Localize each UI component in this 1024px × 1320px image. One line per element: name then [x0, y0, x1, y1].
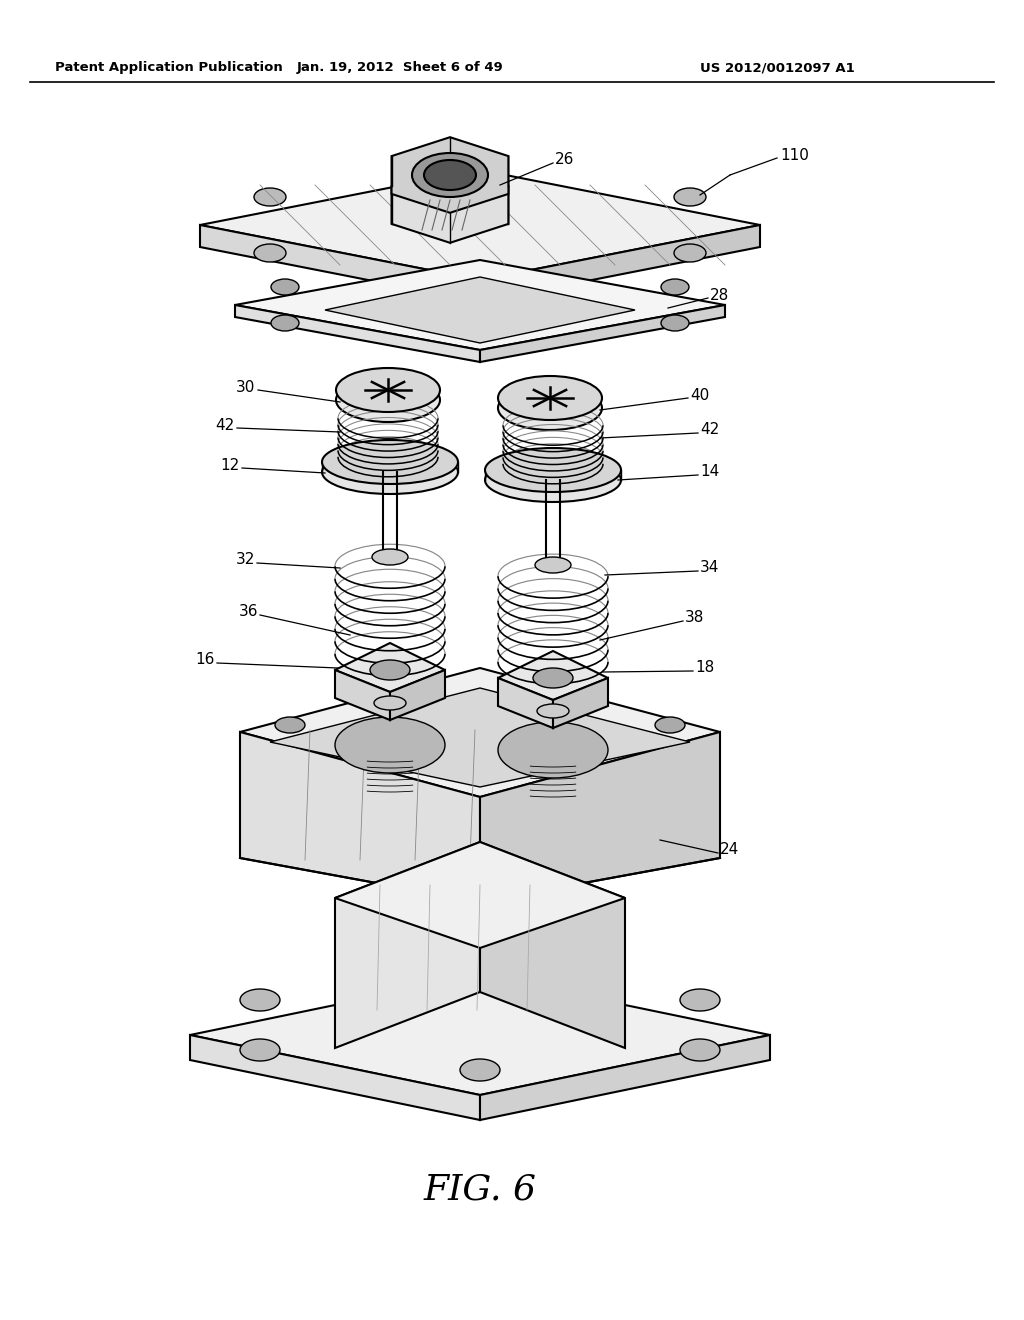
Text: 26: 26: [555, 153, 574, 168]
Text: 12: 12: [221, 458, 240, 473]
Ellipse shape: [374, 696, 406, 710]
Polygon shape: [200, 224, 480, 302]
Ellipse shape: [254, 244, 286, 261]
Ellipse shape: [372, 549, 408, 565]
Polygon shape: [553, 678, 608, 729]
Text: 34: 34: [700, 561, 720, 576]
Polygon shape: [190, 975, 770, 1096]
Ellipse shape: [498, 376, 602, 420]
Ellipse shape: [662, 315, 689, 331]
Polygon shape: [335, 842, 625, 948]
Text: Patent Application Publication: Patent Application Publication: [55, 62, 283, 74]
Ellipse shape: [254, 187, 286, 206]
Ellipse shape: [498, 722, 608, 777]
Polygon shape: [498, 678, 553, 729]
Polygon shape: [480, 733, 720, 902]
Ellipse shape: [275, 717, 305, 733]
Ellipse shape: [535, 557, 571, 573]
Polygon shape: [240, 733, 480, 902]
Polygon shape: [234, 305, 480, 362]
Ellipse shape: [240, 989, 280, 1011]
Text: 42: 42: [700, 422, 719, 437]
Ellipse shape: [322, 440, 458, 484]
Text: 24: 24: [720, 842, 739, 858]
Ellipse shape: [485, 458, 621, 502]
Text: 18: 18: [695, 660, 715, 676]
Ellipse shape: [655, 717, 685, 733]
Text: US 2012/0012097 A1: US 2012/0012097 A1: [700, 62, 855, 74]
Polygon shape: [335, 643, 445, 692]
Ellipse shape: [534, 668, 573, 688]
Ellipse shape: [674, 244, 706, 261]
Text: 40: 40: [690, 388, 710, 403]
Ellipse shape: [271, 315, 299, 331]
Ellipse shape: [336, 378, 440, 422]
Text: 30: 30: [236, 380, 255, 396]
Polygon shape: [335, 671, 390, 719]
Ellipse shape: [537, 704, 569, 718]
Polygon shape: [190, 1035, 480, 1119]
Polygon shape: [480, 305, 725, 362]
Polygon shape: [234, 260, 725, 350]
Ellipse shape: [424, 160, 476, 190]
Polygon shape: [480, 842, 625, 1048]
Ellipse shape: [674, 187, 706, 206]
Polygon shape: [270, 688, 690, 787]
Text: 28: 28: [710, 288, 729, 302]
Polygon shape: [480, 224, 760, 302]
Text: FIG. 6: FIG. 6: [424, 1173, 537, 1206]
Text: 14: 14: [700, 465, 719, 479]
Polygon shape: [391, 137, 509, 213]
Text: 16: 16: [196, 652, 215, 668]
Text: 32: 32: [236, 553, 255, 568]
Polygon shape: [325, 277, 635, 343]
Ellipse shape: [662, 279, 689, 294]
Text: 38: 38: [685, 610, 705, 626]
Ellipse shape: [498, 385, 602, 430]
Ellipse shape: [336, 368, 440, 412]
Polygon shape: [200, 170, 760, 280]
Polygon shape: [390, 671, 445, 719]
Ellipse shape: [412, 153, 488, 197]
Text: 36: 36: [239, 605, 258, 619]
Polygon shape: [498, 651, 608, 700]
Ellipse shape: [271, 279, 299, 294]
Polygon shape: [391, 168, 509, 243]
Polygon shape: [335, 842, 480, 1048]
Polygon shape: [480, 1035, 770, 1119]
Text: 110: 110: [780, 148, 809, 162]
Ellipse shape: [322, 450, 458, 494]
Ellipse shape: [485, 447, 621, 492]
Ellipse shape: [335, 717, 445, 774]
Polygon shape: [240, 668, 720, 797]
Ellipse shape: [680, 989, 720, 1011]
Ellipse shape: [370, 660, 410, 680]
Text: 42: 42: [216, 417, 234, 433]
Ellipse shape: [240, 1039, 280, 1061]
Ellipse shape: [680, 1039, 720, 1061]
Text: Jan. 19, 2012  Sheet 6 of 49: Jan. 19, 2012 Sheet 6 of 49: [297, 62, 504, 74]
Ellipse shape: [460, 1059, 500, 1081]
